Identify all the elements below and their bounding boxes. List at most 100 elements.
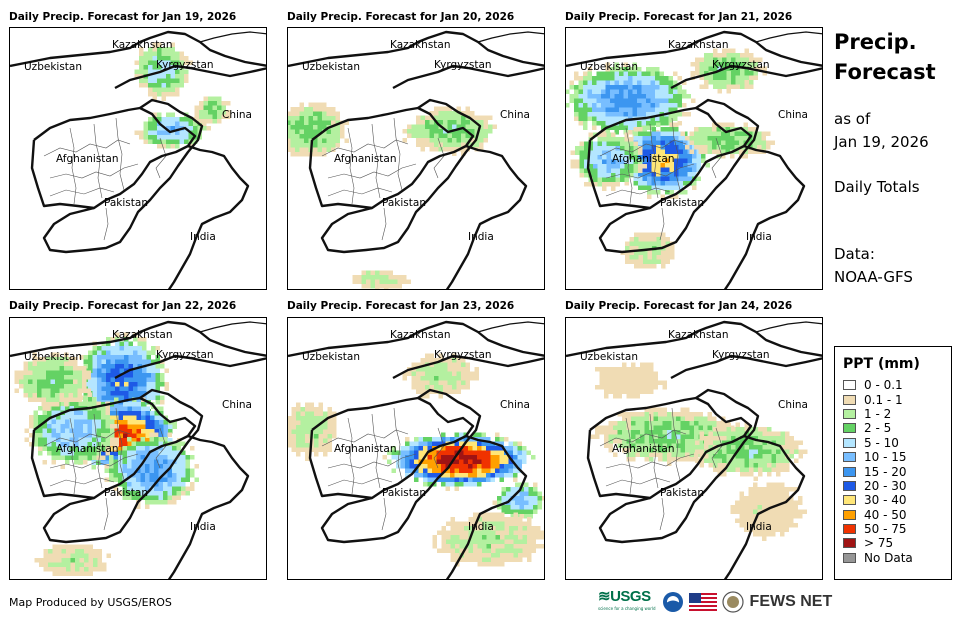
legend-swatch — [843, 480, 856, 491]
forecast-map-jan-19: Kazakhstan Uzbekistan Kyrgyzstan China Afgha… — [9, 27, 267, 290]
country-label-kazakhstan: Kazakhstan — [112, 329, 173, 341]
country-label-uzbekistan: Uzbekistan — [24, 351, 82, 363]
country-borders — [10, 320, 266, 579]
country-borders — [566, 320, 822, 579]
panel-title-3: Daily Precip. Forecast for Jan 21, 2026 — [565, 11, 793, 23]
province-borders — [43, 117, 167, 241]
country-label-uzbekistan: Uzbekistan — [580, 351, 638, 363]
precip-field — [288, 353, 544, 567]
country-label-afghanistan: Afghanistan — [56, 443, 119, 455]
country-label-pakistan: Pakistan — [104, 487, 148, 499]
map-svg: Kazakhstan Uzbekistan Kyrgyzstan China Afgha… — [566, 30, 822, 289]
panel-title-2: Daily Precip. Forecast for Jan 20, 2026 — [287, 11, 515, 23]
country-borders — [288, 320, 544, 579]
legend-swatch — [843, 380, 856, 391]
country-label-china: China — [500, 399, 530, 411]
state-dept-seal-icon — [721, 591, 744, 613]
legend-label: 40 - 50 — [864, 507, 907, 522]
legend-item: No Data — [843, 551, 951, 565]
country-label-india: India — [746, 521, 772, 533]
as-of-date: Jan 19, 2026 — [834, 133, 929, 151]
country-label-pakistan: Pakistan — [382, 197, 426, 209]
legend-label: 10 - 15 — [864, 450, 907, 465]
legend-item: 15 - 20 — [843, 464, 951, 479]
legend-item: 0.1 - 1 — [843, 392, 951, 407]
country-label-india: India — [468, 231, 494, 243]
country-borders — [566, 30, 822, 289]
daily-totals-label: Daily Totals — [834, 178, 920, 196]
country-label-afghanistan: Afghanistan — [334, 443, 397, 455]
country-label-pakistan: Pakistan — [660, 197, 704, 209]
country-label-kyrgyzstan: Kyrgyzstan — [712, 59, 770, 71]
fewsnet-logo: FEWS NET — [749, 593, 833, 610]
legend-item: 10 - 15 — [843, 450, 951, 464]
map-svg: Kazakhstan Uzbekistan Kyrgyzstan China Afgha… — [288, 30, 544, 289]
country-label-uzbekistan: Uzbekistan — [302, 61, 360, 73]
country-borders — [10, 30, 266, 289]
legend-item: > 75 — [843, 536, 951, 550]
as-of-label: as of — [834, 110, 871, 128]
legend-label: 0.1 - 1 — [864, 392, 903, 407]
legend-swatch — [843, 509, 856, 520]
country-label-kyrgyzstan: Kyrgyzstan — [434, 349, 492, 361]
legend-label: > 75 — [864, 536, 894, 551]
sidebar-title-line1: Precip. — [834, 30, 917, 54]
map-svg: Kazakhstan Uzbekistan Kyrgyzstan China Afgha… — [566, 320, 822, 579]
data-source: NOAA-GFS — [834, 268, 913, 286]
map-svg: Kazakhstan Uzbekistan Kyrgyzstan China Afgha… — [10, 30, 266, 289]
country-label-kazakhstan: Kazakhstan — [668, 329, 729, 341]
usgs-logo: ≋USGS science for a changing world — [598, 589, 656, 616]
legend-item: 2 - 5 — [843, 421, 951, 435]
country-label-china: China — [222, 109, 252, 121]
map-credit: Map Produced by USGS/EROS — [9, 596, 172, 609]
legend-swatch — [843, 408, 856, 419]
legend-label: 0 - 0.1 — [864, 378, 903, 393]
country-label-china: China — [500, 109, 530, 121]
legend-swatch — [843, 466, 856, 477]
country-label-kazakhstan: Kazakhstan — [390, 39, 451, 51]
legend-item: 0 - 0.1 — [843, 378, 951, 392]
country-label-pakistan: Pakistan — [382, 487, 426, 499]
province-borders — [321, 407, 445, 531]
country-label-india: India — [190, 231, 216, 243]
legend-title: PPT (mm) — [843, 356, 920, 372]
country-label-afghanistan: Afghanistan — [612, 153, 675, 165]
legend-label: 2 - 5 — [864, 421, 892, 436]
legend-label: 30 - 40 — [864, 493, 907, 508]
country-label-india: India — [468, 521, 494, 533]
legend-swatch — [843, 524, 856, 535]
province-borders — [599, 117, 723, 241]
legend-swatch — [843, 452, 856, 463]
legend-item: 40 - 50 — [843, 508, 951, 522]
legend-item: 50 - 75 — [843, 522, 951, 536]
panel-title-4: Daily Precip. Forecast for Jan 22, 2026 — [9, 300, 237, 312]
forecast-map-jan-24: Kazakhstan Uzbekistan Kyrgyzstan China Afgha… — [565, 317, 823, 580]
country-label-pakistan: Pakistan — [660, 487, 704, 499]
usgs-tagline: science for a changing world — [598, 605, 656, 611]
country-label-kazakhstan: Kazakhstan — [390, 329, 451, 341]
legend-swatch — [843, 437, 856, 448]
legend-swatch — [843, 538, 856, 549]
forecast-map-jan-23: Kazakhstan Uzbekistan Kyrgyzstan China Afgha… — [287, 317, 545, 580]
noaa-logo-icon — [662, 592, 683, 612]
country-label-uzbekistan: Uzbekistan — [580, 61, 638, 73]
province-borders — [43, 407, 167, 531]
precip-field — [288, 102, 497, 289]
map-svg: Kazakhstan Uzbekistan Kyrgyzstan China Afgha… — [10, 320, 266, 579]
legend-item: 1 - 2 — [843, 407, 951, 421]
forecast-map-jan-20: Kazakhstan Uzbekistan Kyrgyzstan China Afgha… — [287, 27, 545, 290]
panel-title-5: Daily Precip. Forecast for Jan 23, 2026 — [287, 300, 515, 312]
country-label-kyrgyzstan: Kyrgyzstan — [712, 349, 770, 361]
sidebar-title-line2: Forecast — [834, 60, 936, 84]
country-label-kyrgyzstan: Kyrgyzstan — [156, 59, 214, 71]
panel-title-6: Daily Precip. Forecast for Jan 24, 2026 — [565, 300, 793, 312]
country-label-china: China — [778, 399, 808, 411]
legend-swatch — [843, 495, 856, 506]
country-label-afghanistan: Afghanistan — [56, 153, 119, 165]
legend-label: 5 - 10 — [864, 435, 899, 450]
country-label-uzbekistan: Uzbekistan — [302, 351, 360, 363]
country-label-india: India — [746, 231, 772, 243]
country-label-kazakhstan: Kazakhstan — [112, 39, 173, 51]
legend-item: 5 - 10 — [843, 436, 951, 450]
